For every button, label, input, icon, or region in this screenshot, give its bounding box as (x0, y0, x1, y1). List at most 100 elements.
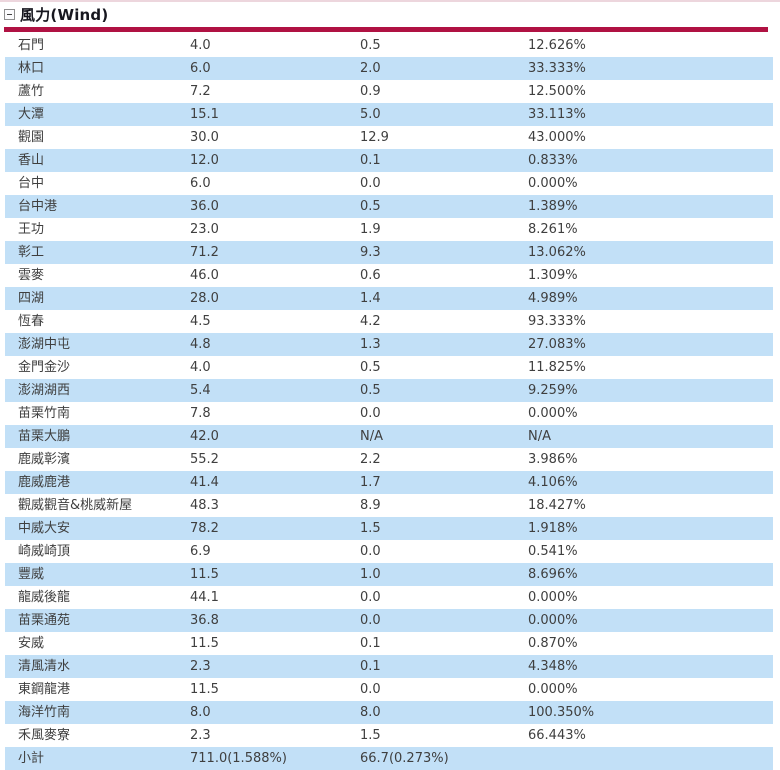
capacity-cell: 5.4 (190, 383, 211, 398)
output-cell: 9.3 (360, 245, 381, 260)
capacity-cell: 28.0 (190, 291, 219, 306)
station-name-cell: 四湖 (18, 291, 45, 306)
section-title: 風力(Wind) (20, 6, 109, 24)
output-cell: 4.2 (360, 314, 381, 329)
station-name-cell: 林口 (18, 61, 45, 76)
percent-cell: 0.000% (528, 613, 578, 628)
table-row: 大潭 15.1 5.0 33.113% (5, 103, 773, 126)
capacity-cell: 6.9 (190, 544, 211, 559)
output-cell: 8.9 (360, 498, 381, 513)
table-row: 龍威後龍 44.1 0.0 0.000% (5, 586, 773, 609)
table-row: 海洋竹南 8.0 8.0 100.350% (5, 701, 773, 724)
percent-cell: 1.389% (528, 199, 578, 214)
output-cell: 1.0 (360, 567, 381, 582)
percent-cell (528, 747, 773, 770)
collapse-icon[interactable] (4, 9, 15, 20)
percent-cell: 33.333% (528, 61, 586, 76)
percent-cell: 0.833% (528, 153, 578, 168)
station-name-cell: 王功 (18, 222, 45, 237)
percent-cell: 12.626% (528, 38, 586, 53)
table-row: 豐威 11.5 1.0 8.696% (5, 563, 773, 586)
capacity-cell: 15.1 (190, 107, 219, 122)
station-name-cell: 香山 (18, 153, 45, 168)
percent-cell: 9.259% (528, 383, 578, 398)
capacity-cell: 4.5 (190, 314, 211, 329)
percent-cell: 0.000% (528, 590, 578, 605)
output-cell: 12.9 (360, 130, 389, 145)
table-row: 雲麥 46.0 0.6 1.309% (5, 264, 773, 287)
table-row: 東鋼龍港 11.5 0.0 0.000% (5, 678, 773, 701)
output-cell: 0.0 (360, 176, 381, 191)
table-row: 彰工 71.2 9.3 13.062% (5, 241, 773, 264)
table-row: 澎湖中屯 4.8 1.3 27.083% (5, 333, 773, 356)
percent-cell: 66.443% (528, 728, 586, 743)
output-cell: 0.0 (360, 544, 381, 559)
output-cell: 0.5 (360, 199, 381, 214)
station-name-cell: 苗栗竹南 (18, 406, 71, 421)
percent-cell: 43.000% (528, 130, 586, 145)
percent-cell: 13.062% (528, 245, 586, 260)
percent-cell: 0.000% (528, 176, 578, 191)
station-name-cell: 鹿威鹿港 (18, 475, 71, 490)
table-row: 崎威崎頂 6.9 0.0 0.541% (5, 540, 773, 563)
capacity-cell: 11.5 (190, 682, 219, 697)
percent-cell: 18.427% (528, 498, 586, 513)
station-name-cell: 大潭 (18, 107, 45, 122)
capacity-cell: 11.5 (190, 636, 219, 651)
output-cell: 0.0 (360, 682, 381, 697)
percent-cell: 33.113% (528, 107, 586, 122)
percent-cell: 27.083% (528, 337, 586, 352)
table-row: 台中 6.0 0.0 0.000% (5, 172, 773, 195)
output-cell: 0.1 (360, 636, 381, 651)
table-row: 苗栗通苑 36.8 0.0 0.000% (5, 609, 773, 632)
percent-cell: N/A (528, 429, 551, 444)
output-cell: 2.0 (360, 61, 381, 76)
table-row: 王功 23.0 1.9 8.261% (5, 218, 773, 241)
table-row: 石門 4.0 0.5 12.626% (5, 34, 773, 57)
output-cell: 0.6 (360, 268, 381, 283)
table-row: 禾風麥寮 2.3 1.5 66.443% (5, 724, 773, 747)
percent-cell: 8.696% (528, 567, 578, 582)
section-divider (0, 0, 780, 2)
capacity-cell: 23.0 (190, 222, 219, 237)
table-row: 中威大安 78.2 1.5 1.918% (5, 517, 773, 540)
capacity-cell: 55.2 (190, 452, 219, 467)
station-name-cell: 海洋竹南 (18, 705, 71, 720)
output-cell: 5.0 (360, 107, 381, 122)
capacity-cell: 36.0 (190, 199, 219, 214)
table-row: 觀威觀音&桃威新屋 48.3 8.9 18.427% (5, 494, 773, 517)
percent-cell: 1.309% (528, 268, 578, 283)
capacity-cell: 4.0 (190, 38, 211, 53)
output-cell: N/A (360, 429, 383, 444)
station-name-cell: 蘆竹 (18, 84, 45, 99)
output-cell: 1.7 (360, 475, 381, 490)
output-cell: 0.9 (360, 84, 381, 99)
percent-cell: 0.000% (528, 682, 578, 697)
station-name-cell: 石門 (18, 38, 45, 53)
table-row: 香山 12.0 0.1 0.833% (5, 149, 773, 172)
station-name-cell: 崎威崎頂 (18, 544, 71, 559)
capacity-cell: 12.0 (190, 153, 219, 168)
output-cell: 0.5 (360, 360, 381, 375)
percent-cell: 100.350% (528, 705, 595, 720)
station-name-cell: 台中港 (18, 199, 58, 214)
capacity-cell: 6.0 (190, 61, 211, 76)
percent-cell: 4.348% (528, 659, 578, 674)
capacity-cell: 30.0 (190, 130, 219, 145)
percent-cell: 93.333% (528, 314, 586, 329)
capacity-cell: 6.0 (190, 176, 211, 191)
percent-cell: 4.989% (528, 291, 578, 306)
capacity-cell: 71.2 (190, 245, 219, 260)
capacity-cell: 44.1 (190, 590, 219, 605)
capacity-cell: 41.4 (190, 475, 219, 490)
capacity-cell: 36.8 (190, 613, 219, 628)
capacity-cell: 711.0(1.588%) (190, 751, 287, 766)
station-name-cell: 小計 (18, 751, 45, 766)
percent-cell: 4.106% (528, 475, 578, 490)
percent-cell: 3.986% (528, 452, 578, 467)
output-cell: 0.0 (360, 590, 381, 605)
station-name-cell: 雲麥 (18, 268, 45, 283)
output-cell: 0.1 (360, 659, 381, 674)
station-name-cell: 清風清水 (18, 659, 71, 674)
